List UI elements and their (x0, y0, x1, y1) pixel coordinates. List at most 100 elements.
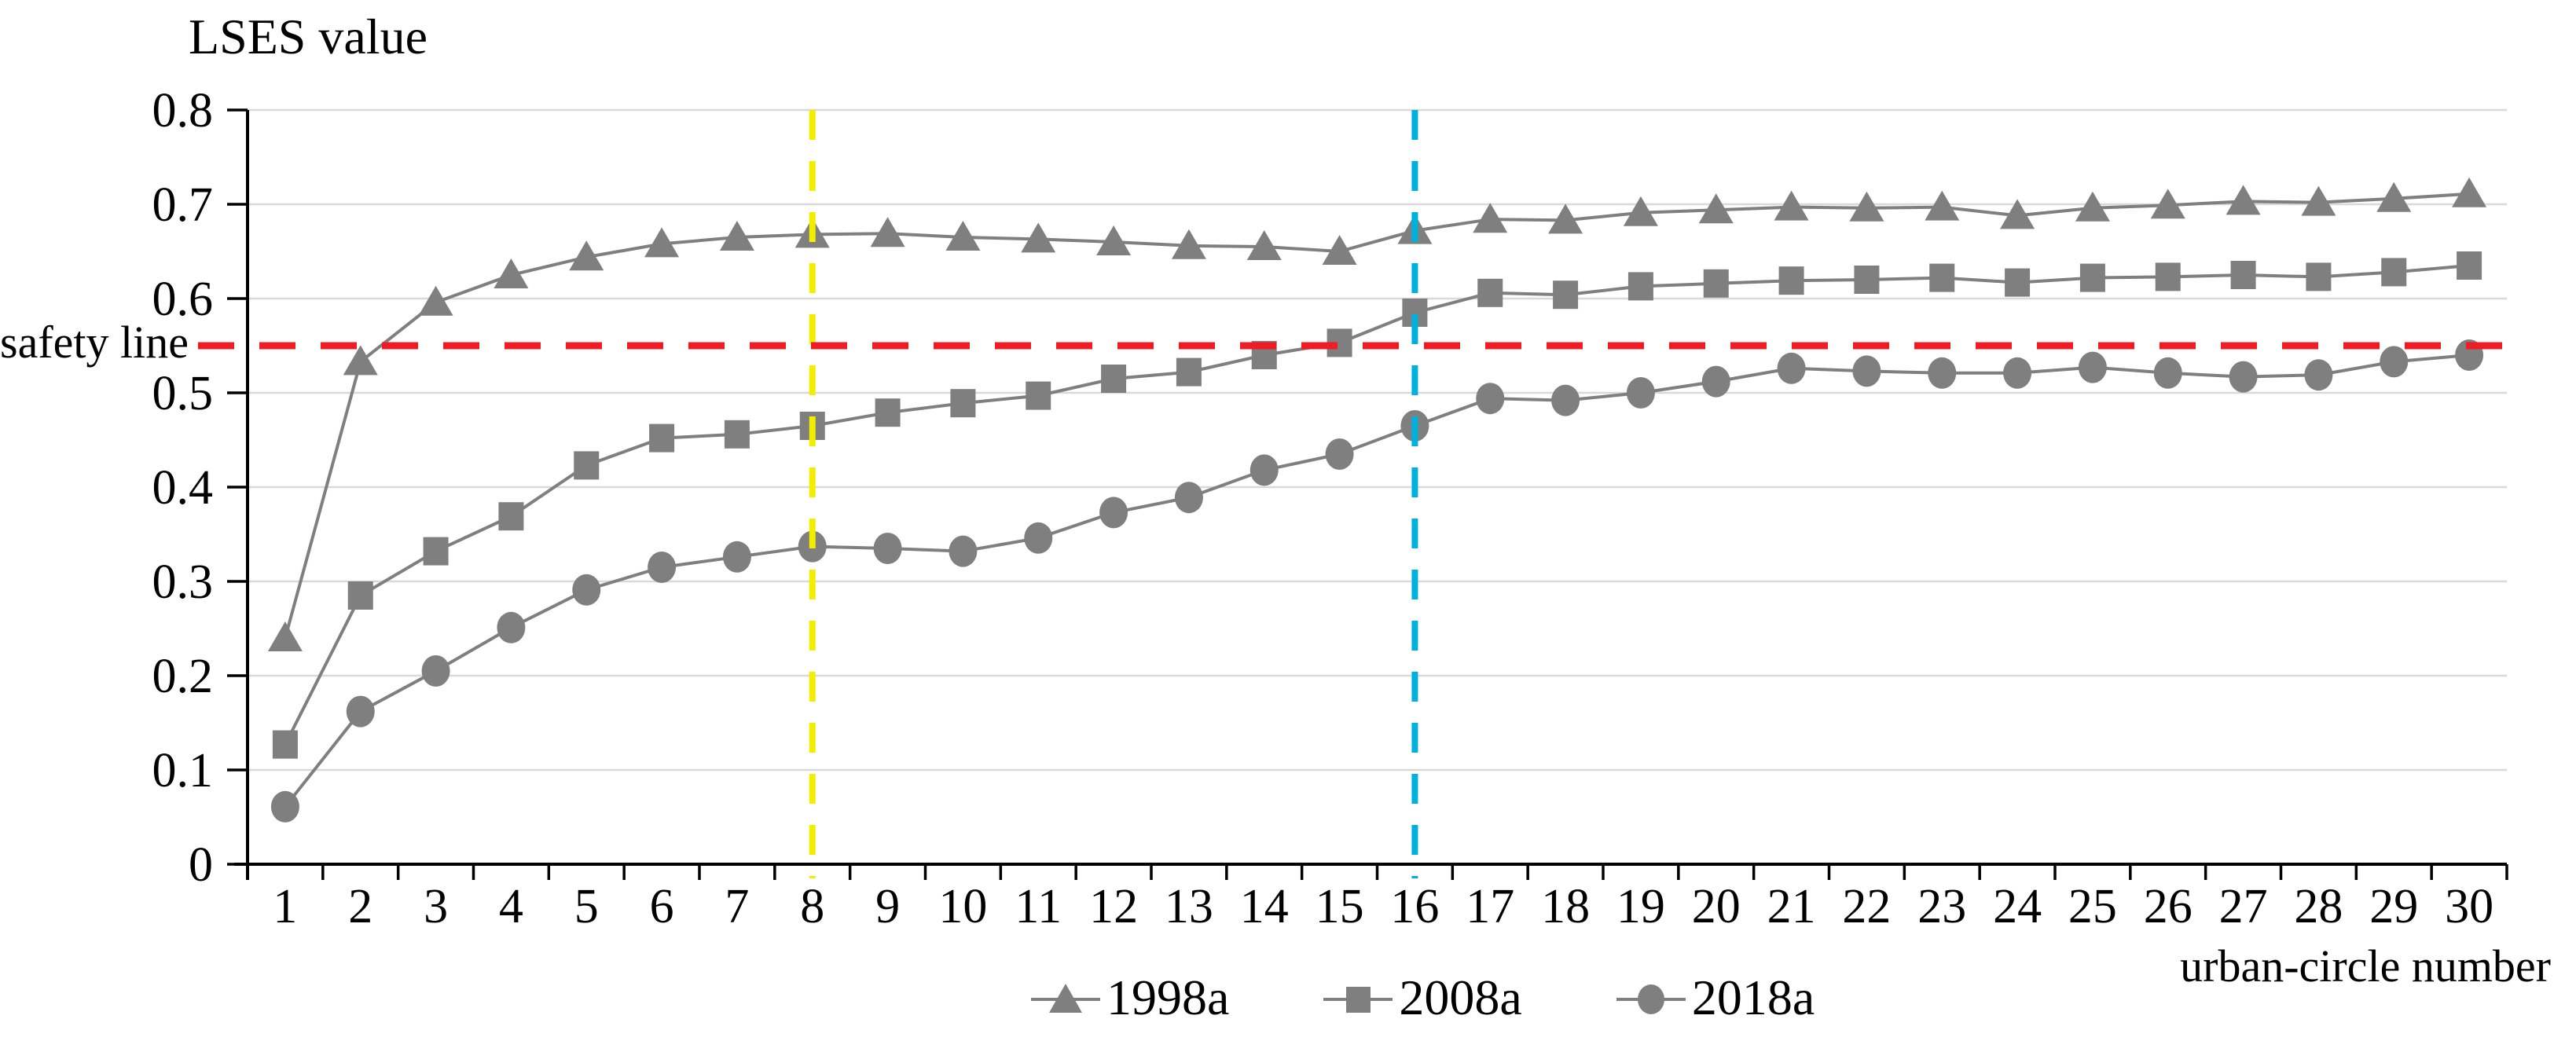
data-point-marker (270, 790, 299, 823)
data-point-marker (1553, 280, 1579, 310)
series-line (283, 192, 2470, 639)
x-tick-label: 4 (499, 880, 523, 933)
series-2008a (272, 251, 2482, 759)
data-point-marker (1777, 352, 1806, 384)
y-tick-label: 0.8 (152, 84, 214, 137)
x-tick-label: 9 (875, 880, 900, 933)
y-tick-label: 0.7 (152, 178, 214, 232)
data-point-marker (950, 389, 976, 418)
data-point-marker (949, 535, 978, 567)
x-tick-label: 23 (1917, 880, 1966, 933)
data-point-marker (2075, 191, 2110, 222)
data-point-marker (423, 537, 449, 566)
data-point-marker (873, 533, 902, 564)
data-point-marker (1024, 522, 1053, 554)
legend-glyph (1346, 987, 1371, 1013)
series-1998a (267, 177, 2487, 651)
data-point-marker (1477, 278, 1503, 307)
x-tick-label: 26 (2144, 880, 2193, 933)
data-point-marker (1928, 357, 1957, 389)
x-tick-label: 21 (1767, 880, 1816, 933)
data-point-marker (875, 398, 901, 427)
legend-item-2008a: 2008a (1322, 970, 1522, 1025)
data-point-marker (2301, 185, 2336, 216)
data-point-marker (1627, 272, 1653, 301)
data-point-marker (945, 221, 981, 251)
data-point-marker (724, 420, 750, 449)
y-tick-label: 0.1 (152, 744, 214, 797)
y-tick-label: 0.3 (152, 555, 214, 609)
x-tick-label: 27 (2219, 880, 2268, 933)
legend-item-1998a: 1998a (1029, 973, 1229, 1023)
legend-label-2008a: 2008a (1399, 970, 1522, 1025)
x-tick-label: 8 (800, 880, 824, 933)
data-point-marker (569, 240, 604, 271)
data-point-marker (1249, 454, 1279, 486)
data-point-marker (2005, 268, 2031, 297)
x-tick-label: 11 (1015, 880, 1062, 933)
x-tick-label: 1 (273, 880, 297, 933)
data-point-marker (572, 574, 601, 606)
data-point-marker (870, 217, 905, 247)
x-tick-label: 3 (424, 880, 448, 933)
x-tick-label: 6 (650, 880, 674, 933)
data-point-marker (1171, 229, 1206, 259)
data-point-marker (497, 611, 526, 643)
x-tick-label: 19 (1616, 880, 1665, 933)
data-point-marker (2306, 262, 2332, 291)
data-point-marker (1548, 203, 1583, 234)
x-tick-label: 30 (2445, 880, 2493, 933)
data-point-marker (2229, 361, 2258, 393)
data-point-marker (418, 285, 453, 316)
data-point-marker (1774, 190, 1809, 221)
data-point-marker (1174, 482, 1203, 514)
data-point-marker (267, 621, 303, 651)
data-point-marker (347, 581, 373, 610)
data-point-marker (1698, 193, 1734, 224)
data-point-marker (1849, 191, 1884, 222)
data-point-marker (1322, 235, 1357, 265)
x-tick-label: 7 (725, 880, 749, 933)
data-point-marker (1703, 269, 1729, 298)
data-point-marker (1925, 190, 1960, 221)
x-tick-label: 25 (2068, 880, 2117, 933)
data-point-marker (1026, 381, 1051, 410)
data-point-marker (1246, 230, 1282, 260)
data-point-marker (2003, 357, 2032, 389)
x-tick-label: 17 (1466, 880, 1514, 933)
data-point-marker (1473, 203, 1508, 233)
x-tick-label: 10 (938, 880, 987, 933)
data-point-marker (1325, 438, 1354, 470)
data-point-marker (648, 552, 677, 583)
data-point-marker (1929, 263, 1955, 292)
data-point-marker (574, 451, 600, 480)
x-tick-label: 2 (348, 880, 372, 933)
x-tick-label: 14 (1240, 880, 1289, 933)
data-point-marker (2376, 181, 2412, 212)
data-point-marker (1099, 497, 1128, 529)
data-point-marker (1778, 266, 1804, 295)
x-tick-label: 5 (574, 880, 599, 933)
legend-label-2018a: 2018a (1691, 970, 1815, 1025)
data-point-marker (1551, 384, 1580, 416)
data-point-marker (2000, 199, 2035, 229)
data-point-marker (421, 655, 450, 687)
data-point-marker (494, 258, 529, 288)
triangle-marker-icon (1031, 984, 1100, 1013)
series-line (284, 264, 2470, 746)
series-2018a (270, 339, 2484, 823)
x-tick-label: 22 (1842, 880, 1891, 933)
data-point-marker (1021, 222, 1056, 253)
data-point-marker (722, 541, 751, 573)
data-point-marker (1096, 225, 1132, 255)
data-point-marker (1854, 266, 1880, 294)
data-point-marker (343, 345, 378, 376)
x-axis-title: urban-circle number (2180, 940, 2551, 992)
data-point-marker (649, 423, 675, 453)
x-tick-label: 12 (1089, 880, 1138, 933)
data-point-marker (2230, 261, 2256, 289)
safety-line-label: safety line (0, 317, 189, 368)
data-point-marker (1101, 365, 1127, 393)
data-point-marker (644, 227, 680, 258)
data-point-marker (2153, 357, 2182, 389)
